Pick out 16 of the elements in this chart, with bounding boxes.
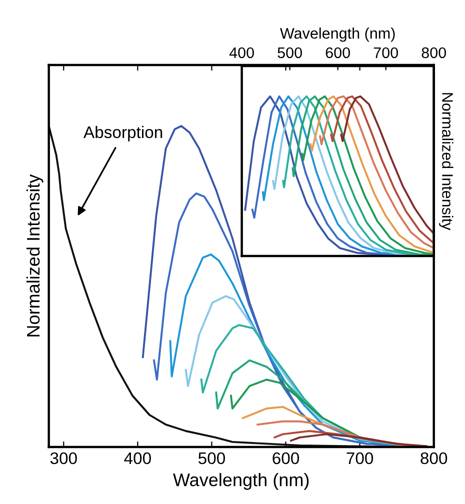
x-axis-title: Wavelength (nm): [280, 28, 395, 42]
x-tick-label: 500: [278, 47, 302, 58]
x-tick-label: 400: [229, 47, 254, 58]
x-tick-label: 300: [50, 452, 77, 464]
x-tick-label: 600: [272, 452, 300, 464]
annotation: Absorption: [84, 126, 162, 142]
x-tick-label: 400: [124, 452, 151, 464]
x-tick-label: 500: [198, 452, 225, 464]
y-axis-title: Normalized Intensity: [439, 93, 454, 230]
x-tick-label: 700: [346, 452, 374, 464]
x-tick-label: 700: [374, 47, 398, 58]
y-axis-title: Normalized Intensity: [26, 174, 44, 336]
x-axis-title: Wavelength (nm): [173, 473, 309, 490]
x-tick-label: 800: [420, 452, 448, 464]
x-tick-label: 600: [326, 47, 350, 58]
x-tick-label: 800: [422, 47, 446, 58]
